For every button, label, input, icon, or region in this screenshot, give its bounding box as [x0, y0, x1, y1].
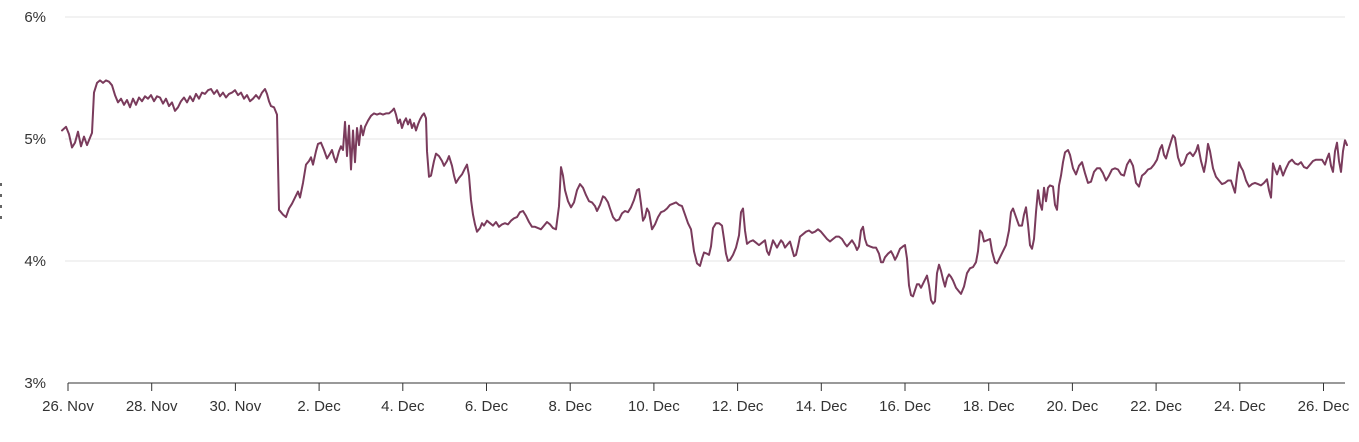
x-axis-label: 30. Nov	[210, 398, 262, 415]
x-axis-label: 14. Dec	[795, 398, 847, 415]
y-axis-label: 6%	[24, 9, 46, 26]
x-axis-label: 24. Dec	[1214, 398, 1266, 415]
x-axis-label: 20. Dec	[1047, 398, 1099, 415]
x-axis-label: 16. Dec	[879, 398, 931, 415]
x-axis-label: 26. Dec	[1298, 398, 1350, 415]
x-axis-label: 18. Dec	[963, 398, 1015, 415]
x-axis-label: 22. Dec	[1130, 398, 1182, 415]
y-axis-label: 5%	[24, 131, 46, 148]
x-axis-label: 12. Dec	[712, 398, 764, 415]
y-axis-label: 3%	[24, 375, 46, 392]
data-series-line[interactable]	[61, 79, 1348, 305]
x-axis-label: 28. Nov	[126, 398, 178, 415]
x-axis-label: 8. Dec	[549, 398, 593, 415]
x-axis-label: 4. Dec	[381, 398, 425, 415]
x-axis-label: 6. Dec	[465, 398, 509, 415]
y-axis-label: 4%	[24, 253, 46, 270]
clipped-y-axis-title	[0, 183, 2, 219]
x-axis-label: 26. Nov	[42, 398, 94, 415]
x-axis-label: 10. Dec	[628, 398, 680, 415]
x-axis-label: 2. Dec	[297, 398, 341, 415]
